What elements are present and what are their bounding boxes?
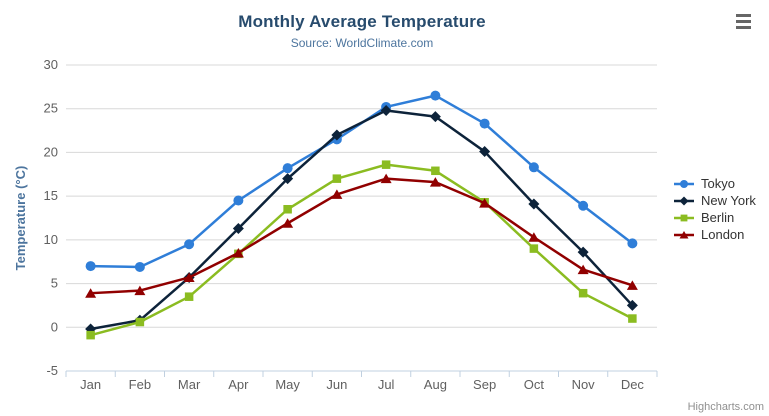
data-point-tokyo[interactable]	[134, 261, 145, 272]
hamburger-icon	[736, 26, 751, 29]
data-point-new-york[interactable]	[232, 222, 244, 234]
data-point-london[interactable]	[577, 264, 589, 275]
y-axis-tick-label: 20	[44, 144, 58, 159]
y-axis-tick-label: 0	[51, 319, 58, 334]
triangle-marker	[679, 230, 689, 238]
data-point-london[interactable]	[183, 272, 195, 282]
data-point-london[interactable]	[331, 189, 343, 199]
data-point-new-york[interactable]	[429, 111, 441, 123]
data-point-tokyo[interactable]	[85, 261, 96, 272]
data-point-london[interactable]	[232, 247, 244, 258]
highcharts-credits-link[interactable]: Highcharts.com	[687, 401, 764, 413]
triangle-legend-icon	[674, 230, 694, 238]
data-point-new-york[interactable]	[626, 299, 638, 311]
circle-marker	[680, 179, 688, 188]
series-line-berlin	[89, 163, 634, 337]
legend-item-london[interactable]: London	[674, 226, 756, 243]
data-point-london[interactable]	[282, 218, 294, 228]
data-point-new-york[interactable]	[282, 173, 294, 185]
legend-label-new-york: New York	[701, 193, 756, 208]
data-point-berlin[interactable]	[578, 288, 588, 298]
data-point-london[interactable]	[380, 173, 392, 184]
data-point-berlin[interactable]	[332, 174, 342, 183]
x-axis-tick-label: Jul	[378, 377, 395, 392]
x-axis-tick-label: Aug	[424, 377, 447, 392]
chart-title: Monthly Average Temperature	[238, 12, 486, 31]
y-axis-tick-label: 5	[51, 276, 58, 291]
y-axis-tick-label: -5	[46, 363, 58, 378]
data-point-tokyo[interactable]	[282, 163, 293, 174]
data-point-london[interactable]	[85, 288, 97, 298]
y-axis-tick-label: 30	[44, 57, 58, 72]
data-point-new-york[interactable]	[380, 104, 392, 116]
data-point-berlin[interactable]	[529, 244, 539, 253]
chart-subtitle: Source: WorldClimate.com	[290, 36, 434, 50]
legend-label-tokyo: Tokyo	[701, 176, 735, 191]
data-point-london[interactable]	[528, 232, 540, 242]
data-point-tokyo[interactable]	[578, 200, 589, 211]
legend-label-berlin: Berlin	[701, 210, 735, 225]
y-axis-tick-label: 10	[44, 232, 58, 247]
export-menu-button[interactable]	[736, 14, 753, 29]
data-point-new-york[interactable]	[577, 246, 589, 258]
data-point-tokyo[interactable]	[528, 162, 539, 173]
data-point-berlin[interactable]	[628, 314, 637, 323]
data-point-berlin[interactable]	[86, 330, 95, 340]
diamond-legend-icon	[674, 196, 694, 205]
data-point-new-york[interactable]	[528, 198, 540, 210]
series-tokyo	[85, 90, 638, 272]
legend-item-tokyo[interactable]: Tokyo	[674, 175, 756, 192]
legend-item-new-york[interactable]: New York	[674, 192, 756, 209]
data-point-berlin[interactable]	[381, 160, 391, 169]
data-point-new-york[interactable]	[479, 146, 491, 158]
chart-legend: Tokyo New York Berlin London	[674, 175, 756, 243]
hamburger-icon	[736, 14, 751, 17]
x-axis-tick-label: Jun	[326, 377, 347, 392]
y-axis-tick-label: 25	[44, 101, 58, 116]
data-point-tokyo[interactable]	[233, 195, 244, 206]
series-new-york	[85, 104, 638, 335]
series-line-tokyo	[89, 94, 634, 269]
square-marker	[680, 214, 688, 221]
series-line-new-york	[89, 109, 634, 331]
series-london	[85, 173, 638, 298]
legend-item-berlin[interactable]: Berlin	[674, 209, 756, 226]
circle-legend-icon	[674, 179, 694, 188]
data-point-berlin[interactable]	[283, 205, 292, 214]
square-legend-icon	[674, 214, 694, 221]
data-point-new-york[interactable]	[331, 129, 343, 141]
data-point-london[interactable]	[626, 280, 638, 290]
data-point-berlin[interactable]	[184, 292, 194, 301]
x-axis-tick-label: May	[275, 377, 300, 392]
data-point-tokyo[interactable]	[430, 90, 441, 101]
x-axis-tick-label: Apr	[228, 377, 249, 392]
data-point-london[interactable]	[134, 285, 146, 296]
x-axis-tick-label: Dec	[621, 377, 645, 392]
y-axis-title: Temperature (°C)	[13, 166, 28, 271]
x-axis-tick-label: Nov	[572, 377, 596, 392]
x-axis-tick-label: Sep	[473, 377, 496, 392]
series-line-london	[89, 177, 634, 295]
x-axis-tick-label: Mar	[178, 377, 201, 392]
legend-label-london: London	[701, 227, 745, 242]
x-axis-tick-label: Feb	[129, 377, 151, 392]
diamond-marker	[679, 196, 689, 205]
data-point-london[interactable]	[479, 198, 491, 208]
data-point-tokyo[interactable]	[479, 118, 490, 129]
x-axis-tick-label: Oct	[524, 377, 545, 392]
data-point-tokyo[interactable]	[627, 238, 638, 249]
y-axis-tick-label: 15	[44, 188, 58, 203]
data-point-london[interactable]	[429, 177, 441, 187]
data-point-tokyo[interactable]	[184, 239, 195, 250]
hamburger-icon	[736, 20, 751, 23]
x-axis-tick-label: Jan	[80, 377, 101, 392]
data-point-berlin[interactable]	[135, 317, 145, 327]
data-point-berlin[interactable]	[431, 166, 440, 176]
